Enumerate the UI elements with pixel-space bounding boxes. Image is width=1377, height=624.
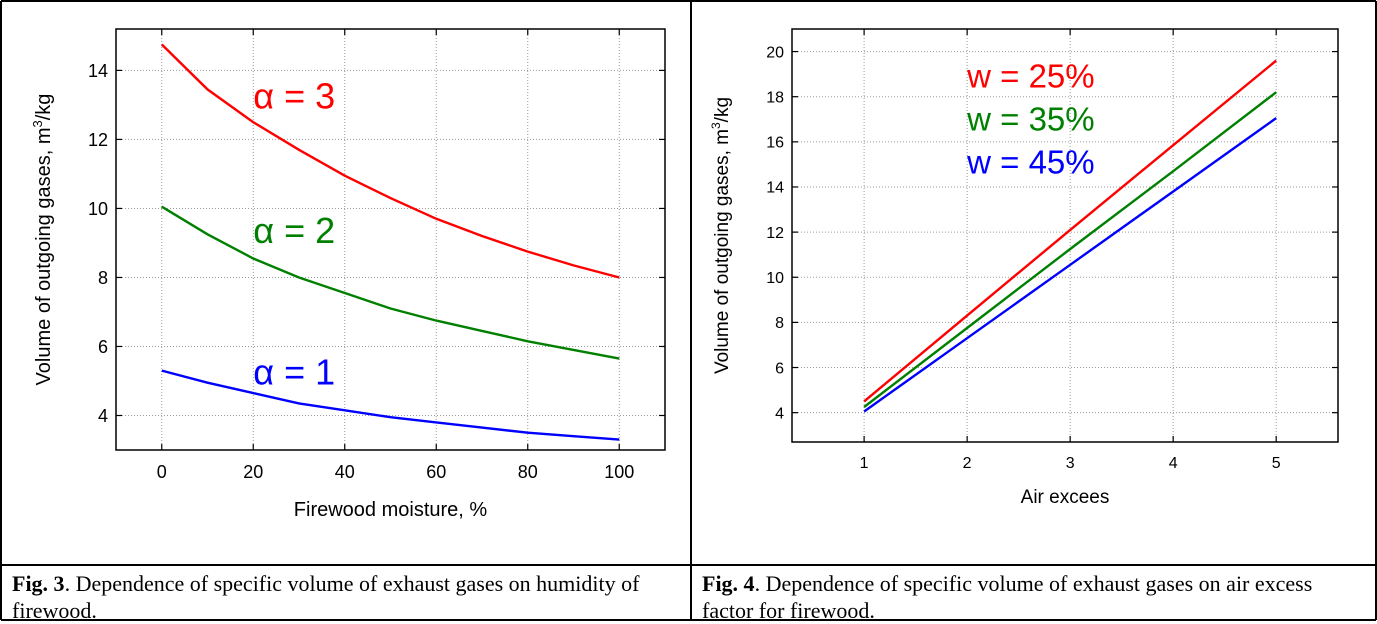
moisture-chart: 0 20 40 60 80 100 4 6 8 10 12 14 Firewood moisture, … <box>30 28 666 521</box>
y-axis-label: Volume of outgoing gases, m3/kg <box>30 94 55 386</box>
y-axis-label-main: Volume of outgoing gases, m <box>712 129 733 374</box>
x-tick-label: 20 <box>243 462 263 482</box>
x-tick-label: 2 <box>963 455 972 472</box>
series-label-2: α = 2 <box>253 210 335 251</box>
y-axis-label-main: Volume of outgoing gases, m <box>33 127 55 385</box>
caption-label: Fig. 4 <box>702 571 755 596</box>
series-label-2: w = 35% <box>966 101 1095 138</box>
caption-text: . Dependence of specific volume of exhau… <box>12 571 640 623</box>
series-label-3: α = 1 <box>253 351 335 392</box>
chart-cell-2: 1 2 3 4 5 4 6 8 10 12 14 16 18 20 Air excees Volume of … <box>692 2 1375 564</box>
y-tick-label: 10 <box>766 270 784 287</box>
series-line-1 <box>863 59 1277 403</box>
y-tick-label: 14 <box>88 61 108 81</box>
plot-frame <box>115 28 666 451</box>
y-axis-label: Volume of outgoing gases, m3/kg <box>709 97 733 374</box>
caption-fig-3: Fig. 3. Dependence of specific volume of… <box>2 566 690 623</box>
series-line-1 <box>160 43 620 279</box>
x-tick-label: 1 <box>860 455 869 472</box>
x-tick-label: 3 <box>1066 455 1075 472</box>
x-tick-label: 0 <box>157 462 167 482</box>
series-line-3 <box>161 369 620 441</box>
series-label-1: α = 3 <box>253 75 335 116</box>
y-tick-label: 6 <box>98 337 108 357</box>
x-axis-label: Firewood moisture, % <box>294 499 488 521</box>
caption-fig-4: Fig. 4. Dependence of specific volume of… <box>692 566 1375 623</box>
y-tick-label: 4 <box>775 405 784 422</box>
series-line-3 <box>863 117 1277 413</box>
plot-frame <box>791 28 1339 443</box>
y-tick-label: 14 <box>766 180 784 197</box>
y-axis-label-unit: /kg <box>712 97 733 122</box>
y-tick-label: 12 <box>88 130 108 150</box>
x-tick-label: 4 <box>1169 455 1178 472</box>
y-axis-label-unit: /kg <box>33 94 55 121</box>
x-tick-label: 80 <box>518 462 538 482</box>
y-tick-label: 6 <box>775 360 784 377</box>
y-tick-label: 8 <box>775 315 784 332</box>
series-label-1: w = 25% <box>966 58 1095 95</box>
caption-label: Fig. 3 <box>12 571 65 596</box>
caption-text: . Dependence of specific volume of exhau… <box>702 571 1313 623</box>
x-tick-label: 5 <box>1272 455 1281 472</box>
series-label-3: w = 45% <box>966 143 1095 180</box>
chart-cell-1: 0 20 40 60 80 100 4 6 8 10 12 14 Firewood moisture, … <box>2 2 690 564</box>
y-tick-label: 18 <box>766 89 784 106</box>
y-axis-label-sup: 3 <box>709 122 723 129</box>
series-line-2 <box>161 205 620 360</box>
y-tick-label: 4 <box>98 406 108 426</box>
y-tick-label: 10 <box>88 199 108 219</box>
y-tick-label: 16 <box>766 135 784 152</box>
x-axis-label: Air excees <box>1021 487 1110 508</box>
series-line-2 <box>863 91 1277 408</box>
x-tick-label: 40 <box>335 462 355 482</box>
x-tick-label: 100 <box>604 462 634 482</box>
y-axis-label-sup: 3 <box>30 120 45 127</box>
y-tick-label: 12 <box>766 225 784 242</box>
y-tick-label: 8 <box>98 268 108 288</box>
x-tick-label: 60 <box>426 462 446 482</box>
y-tick-label: 20 <box>766 44 784 61</box>
